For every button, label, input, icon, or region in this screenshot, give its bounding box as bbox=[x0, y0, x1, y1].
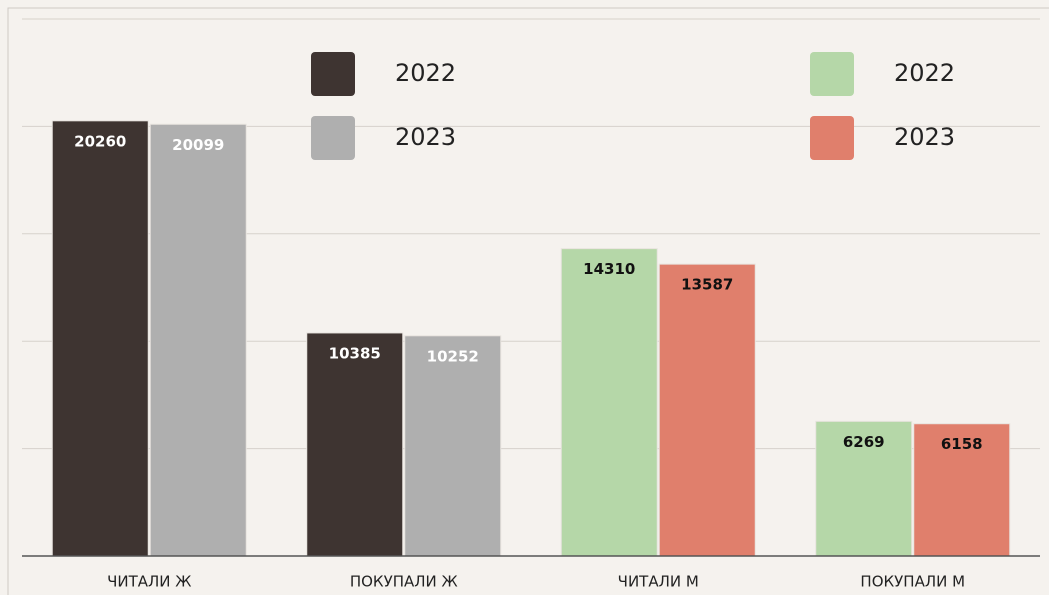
bar bbox=[404, 335, 502, 557]
legend-swatch bbox=[810, 52, 854, 96]
legend-swatch bbox=[810, 116, 854, 160]
data-label: 10252 bbox=[427, 347, 479, 365]
data-label: 14310 bbox=[583, 260, 635, 278]
data-label: 6158 bbox=[941, 435, 983, 453]
legend-swatch bbox=[311, 52, 355, 96]
legend-label: 2023 bbox=[395, 123, 456, 151]
data-label: 10385 bbox=[329, 344, 381, 362]
legend-swatch bbox=[311, 116, 355, 160]
legend-label: 2022 bbox=[894, 59, 955, 87]
x-tick-label: ПОКУПАЛИ М bbox=[860, 573, 965, 591]
x-tick-label: ПОКУПАЛИ Ж bbox=[350, 573, 458, 591]
data-label: 20260 bbox=[74, 132, 126, 150]
x-tick-label: ЧИТАЛИ Ж bbox=[107, 573, 191, 591]
x-tick-label: ЧИТАЛИ М bbox=[618, 573, 699, 591]
bar bbox=[815, 420, 913, 557]
data-label: 13587 bbox=[681, 276, 733, 294]
bar bbox=[913, 423, 1011, 557]
bar bbox=[51, 120, 149, 557]
data-label: 6269 bbox=[843, 433, 885, 451]
bar bbox=[149, 123, 247, 557]
data-label: 20099 bbox=[172, 136, 224, 154]
legend-label: 2022 bbox=[395, 59, 456, 87]
bar bbox=[658, 263, 756, 557]
bar bbox=[560, 248, 658, 557]
legend-label: 2023 bbox=[894, 123, 955, 151]
bar bbox=[306, 332, 404, 557]
